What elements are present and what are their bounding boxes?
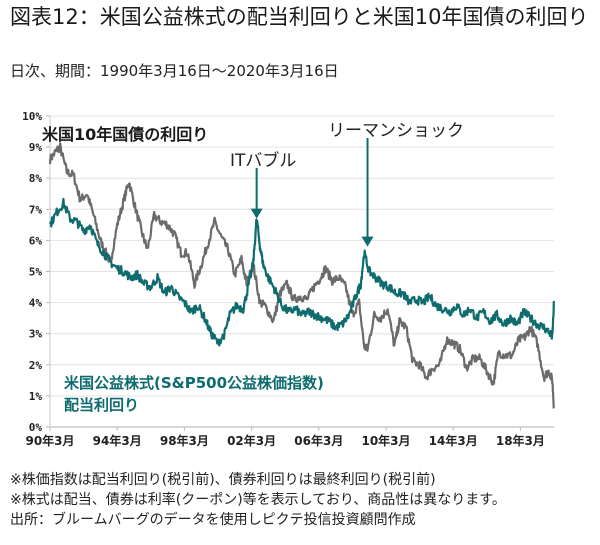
x-tick-label: 98年3月	[160, 433, 209, 448]
y-tick-label: 9%	[29, 141, 43, 154]
footnotes: ※株価指数は配当利回り(税引前)、債券利回りは最終利回り(税引前) ※株式は配当…	[10, 470, 506, 530]
chart-subtitle: 日次、期間：1990年3月16日～2020年3月16日	[10, 62, 339, 80]
footnote-source: 出所：ブルームバーグのデータを使用しピクテ投信投資顧問作成	[10, 512, 416, 528]
annotations: 米国10年国債の利回り ITバブル リーマンショック 米国公益株式(S&P500…	[42, 121, 464, 414]
y-tick-label: 3%	[29, 328, 43, 341]
x-tick-label: 10年3月	[361, 433, 410, 448]
y-tick-label: 5%	[29, 266, 43, 279]
series-line-treasury-10y	[48, 142, 555, 410]
x-tick-label: 06年3月	[294, 433, 343, 448]
x-tick-label: 94年3月	[93, 433, 142, 448]
gridlines	[50, 115, 554, 428]
x-tick-label: 14年3月	[429, 433, 478, 448]
annotation-utility-label-line1: 米国公益株式(S&P500公益株価指数)	[64, 374, 324, 392]
x-tick-label: 02年3月	[227, 433, 276, 448]
y-tick-label: 0%	[29, 421, 43, 434]
annotation-bond-label: 米国10年国債の利回り	[42, 125, 208, 144]
y-tick-label: 10%	[22, 110, 42, 123]
y-tick-label: 8%	[29, 172, 43, 185]
x-axis-ticks: 90年3月 94年3月 98年3月 02年3月 06年3月 10年3月 14年3月 18年3月	[25, 427, 545, 448]
annotation-arrow-head-icon	[361, 236, 374, 247]
y-tick-label: 6%	[29, 234, 43, 247]
footnote-2: ※株式は配当、債券は利率(クーポン)等を表示しており、商品性は異なります。	[10, 492, 506, 508]
y-tick-label: 1%	[29, 390, 43, 403]
chart-title: 図表12：米国公益株式の配当利回りと米国10年国債の利回り	[10, 5, 589, 29]
annotation-arrow-head-icon	[250, 208, 263, 219]
annotation-lehman-shock: リーマンショック	[328, 121, 464, 141]
y-axis-ticks: 0% 1% 2% 3% 4% 5% 6% 7% 8% 9% 10%	[22, 110, 51, 434]
series-line-utility-dividend	[49, 197, 556, 347]
series-lines	[48, 142, 556, 410]
line-chart: 0% 1% 2% 3% 4% 5% 6% 7% 8% 9% 10% 90年3月 94年3月 98年3月 0…	[22, 110, 556, 448]
y-tick-label: 4%	[29, 297, 43, 310]
annotation-utility-label-line2: 配当利回り	[64, 396, 139, 414]
x-tick-label: 18年3月	[496, 433, 545, 448]
y-tick-label: 2%	[29, 359, 43, 372]
footnote-1: ※株価指数は配当利回り(税引前)、債券利回りは最終利回り(税引前)	[10, 472, 436, 488]
y-tick-label: 7%	[29, 203, 43, 216]
x-tick-label: 90年3月	[25, 433, 74, 448]
annotation-it-bubble: ITバブル	[230, 150, 296, 171]
